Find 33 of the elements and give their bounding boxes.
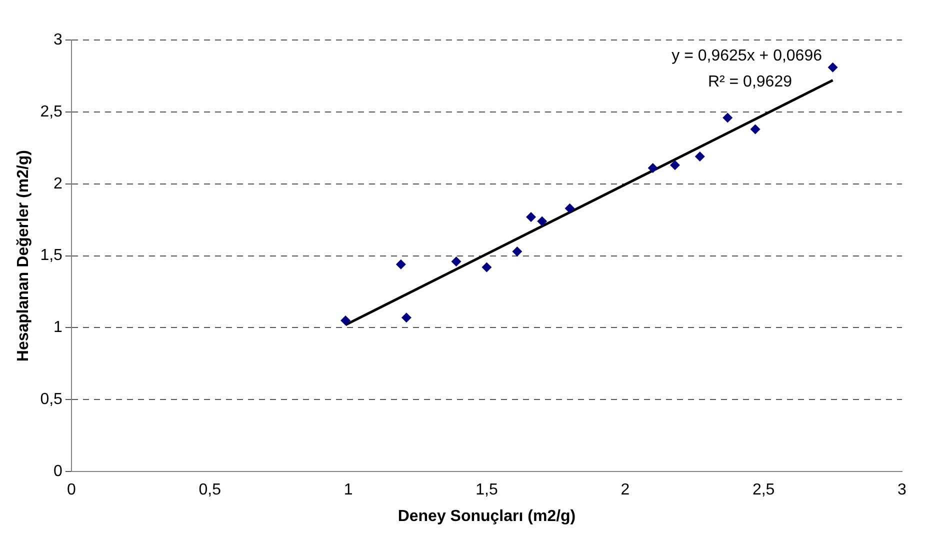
point: [396, 259, 406, 270]
x-tick-label: 2,5: [752, 482, 775, 499]
point: [670, 160, 680, 170]
y-axis-title: Hesaplanan Değerler (m2/g): [15, 150, 32, 362]
x-tick-label: 1,5: [476, 482, 498, 499]
annotation: y = 0,9625x + 0,0696: [672, 47, 822, 64]
y-tick-label: 2,5: [40, 103, 63, 120]
y-tick-label: 1: [54, 319, 63, 336]
point: [482, 262, 492, 272]
x-axis-title: Deney Sonuçları (m2/g): [398, 508, 576, 525]
y-tick-label: 0: [54, 463, 63, 480]
y-tick-label: 3: [54, 31, 63, 48]
x-tick-label: 3: [898, 482, 907, 499]
point: [648, 163, 658, 174]
y-tick-label: 0,5: [40, 391, 63, 408]
point: [526, 212, 536, 222]
annotation: R² = 0,9629: [708, 73, 792, 90]
point: [828, 62, 838, 72]
point: [722, 112, 733, 123]
point: [401, 312, 412, 323]
point: [750, 124, 760, 134]
point: [340, 316, 351, 326]
y-tick-label: 2: [54, 175, 63, 192]
point: [564, 203, 575, 214]
x-tick-label: 0,5: [198, 482, 222, 499]
point: [537, 216, 548, 226]
x-tick-label: 1: [344, 482, 353, 499]
point: [451, 256, 462, 267]
point: [512, 246, 522, 256]
point: [694, 152, 705, 162]
x-tick-label: 2: [620, 482, 630, 499]
y-tick-label: 1,5: [40, 247, 63, 264]
x-tick-label: 0: [66, 482, 76, 499]
